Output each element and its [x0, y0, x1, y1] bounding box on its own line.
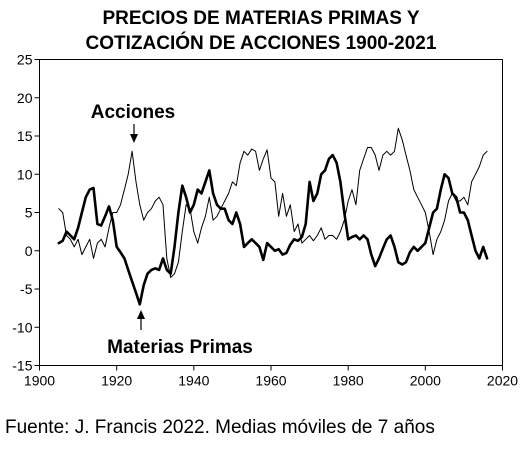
- annotation-materias-arrow: [137, 310, 145, 330]
- y-tick-label: 25: [17, 52, 33, 68]
- axis-ticks: 1900 1920 1940 1960 1980 2000 2020 -15 -10 -5 0 5 10…: [12, 52, 518, 389]
- annotation-acciones: Acciones: [91, 102, 175, 123]
- y-tick-label: 15: [17, 128, 33, 144]
- y-tick-label: 0: [25, 243, 33, 259]
- y-tick-label: -5: [20, 281, 33, 297]
- y-tick-label: 5: [25, 205, 33, 221]
- series-line-materias-primas: [57, 153, 489, 306]
- x-tick-label: 1940: [178, 373, 209, 389]
- series-line-acciones: [58, 127, 488, 278]
- chart-title-line-2: COTIZACIÓN DE ACCIONES 1900-2021: [86, 32, 437, 54]
- annotation-acciones-arrow: [130, 124, 138, 143]
- annotation-materias-primas: Materias Primas: [107, 337, 253, 358]
- x-tick-label: 1900: [24, 373, 55, 389]
- x-tick-label: 2020: [487, 373, 518, 389]
- chart-caption: Fuente: J. Francis 2022. Medias móviles …: [5, 417, 435, 438]
- y-tick-label: -15: [12, 358, 32, 374]
- series-layer: [57, 127, 489, 306]
- x-tick-label: 2000: [410, 373, 441, 389]
- chart-title-line-1: PRECIOS DE MATERIAS PRIMAS Y: [102, 8, 419, 29]
- y-tick-label: 20: [17, 90, 33, 106]
- y-tick-label: 10: [17, 166, 33, 182]
- x-tick-label: 1960: [255, 373, 286, 389]
- x-tick-label: 1920: [101, 373, 132, 389]
- y-tick-label: -10: [12, 319, 32, 335]
- x-tick-label: 1980: [333, 373, 364, 389]
